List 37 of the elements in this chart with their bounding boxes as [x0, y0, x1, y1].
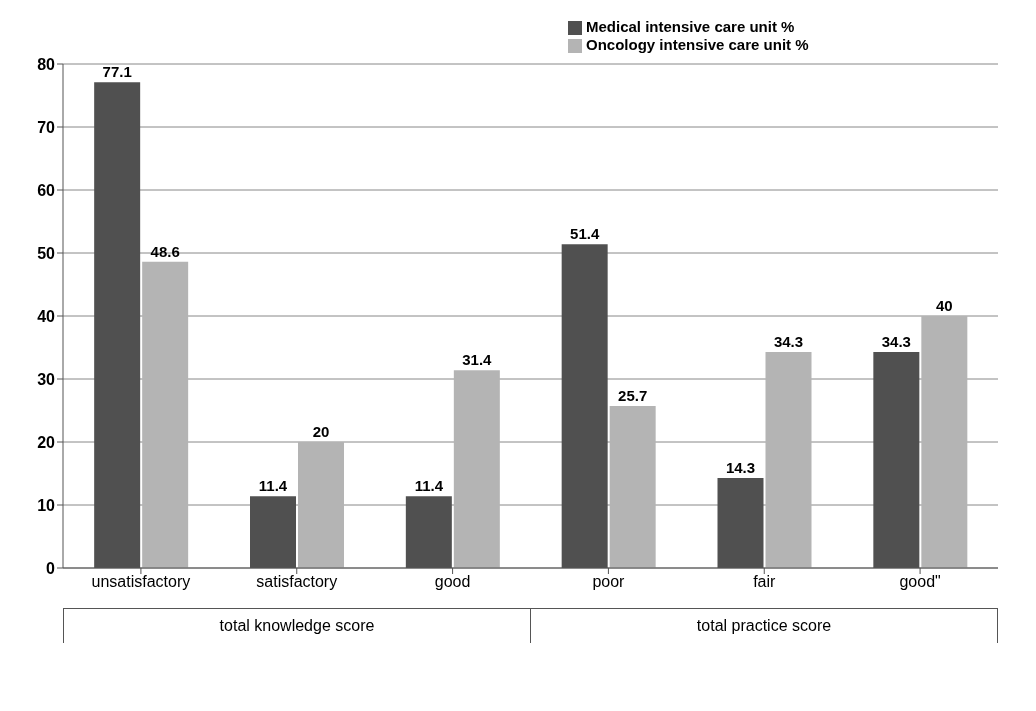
- data-label: 34.3: [773, 332, 804, 350]
- text: total knowledge score: [63, 609, 530, 643]
- y-tick-label: 40: [37, 307, 56, 325]
- bar: [921, 316, 968, 568]
- data-label: 25.7: [618, 387, 648, 405]
- x-tick-label: good: [434, 573, 471, 591]
- data-label: 14.3: [725, 458, 756, 476]
- bar: [765, 351, 812, 568]
- legend-label: Oncology intensive care unit %: [586, 36, 809, 53]
- x-tick-label: poor: [592, 573, 626, 591]
- x-tick-label: unsatisfactory: [91, 573, 191, 591]
- data-label: 11.4: [258, 477, 288, 495]
- x-tick-label: satisfactory: [256, 573, 338, 591]
- data-label: 48.6: [150, 242, 180, 260]
- data-label: 51.4: [570, 225, 600, 243]
- y-tick-label: 0: [46, 559, 56, 577]
- data-label: 77.1: [102, 63, 132, 81]
- data-label: 20: [312, 423, 330, 440]
- bar: [609, 406, 656, 568]
- y-tick-label: 80: [37, 55, 56, 73]
- y-tick-label: 70: [37, 118, 56, 136]
- y-tick-label: 30: [37, 370, 56, 388]
- bar: [298, 442, 344, 568]
- bar: [142, 261, 189, 568]
- data-label: 31.4: [462, 351, 493, 369]
- y-tick-label: 20: [37, 433, 56, 451]
- x-tick-label: fair: [753, 573, 777, 591]
- data-label: 11.4: [414, 477, 444, 495]
- text: total practice score: [530, 609, 998, 643]
- bar: [453, 370, 500, 568]
- data-label: 40: [935, 297, 953, 314]
- x-tick-label: good": [899, 573, 941, 591]
- legend-label: Medical intensive care unit %: [586, 18, 795, 35]
- data-label: 34.3: [881, 332, 911, 350]
- y-tick-label: 10: [37, 496, 56, 514]
- y-tick-label: 60: [37, 181, 56, 199]
- y-tick-label: 50: [37, 244, 56, 262]
